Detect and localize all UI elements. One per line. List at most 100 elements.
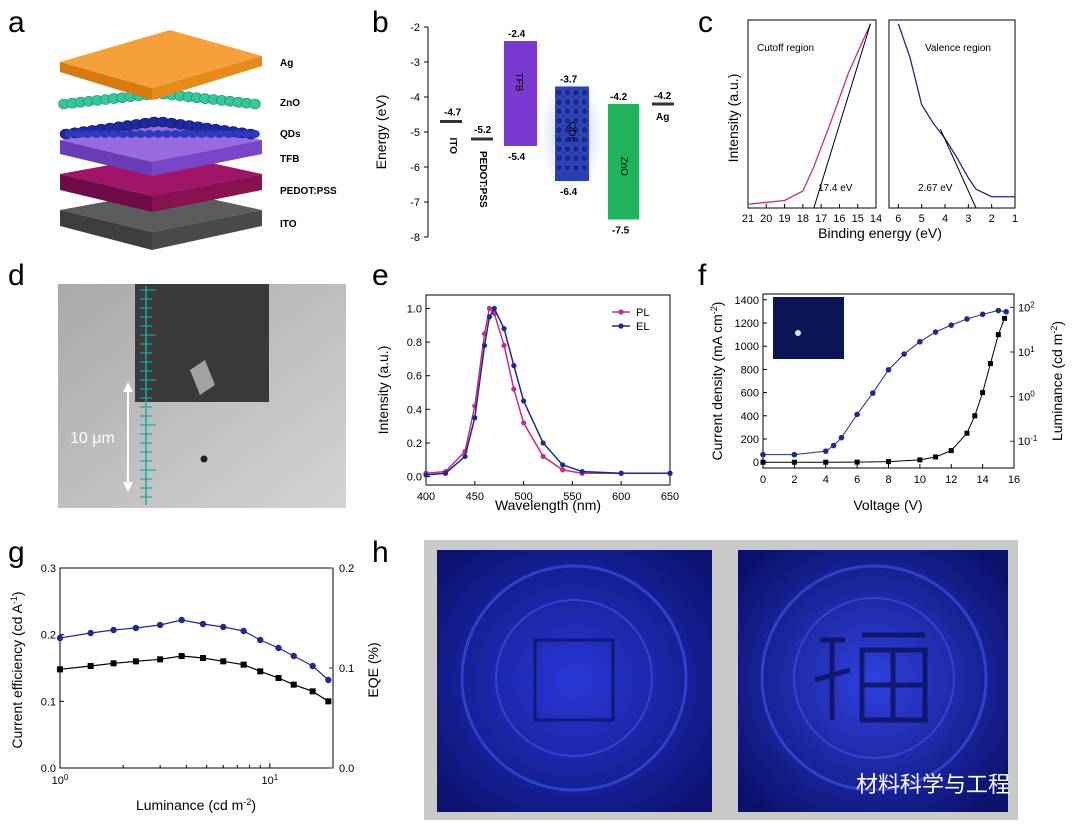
panel-f-ytick-right-label: 100 — [1018, 389, 1035, 404]
qd-dot — [563, 107, 572, 116]
panel-c-xtick-label: 1 — [1012, 213, 1018, 225]
eqe-point — [290, 652, 297, 660]
microscope-image: 10 μm — [58, 284, 346, 508]
cutoff-fit-line — [813, 23, 871, 209]
panel-g-ytick-right-label: 0.0 — [339, 763, 354, 775]
qd-sphere — [82, 130, 93, 138]
panel-c-xtick-label: 19 — [778, 213, 790, 225]
panel-letter-e: e — [372, 259, 389, 292]
panel-f-ytick-left-label: 400 — [741, 411, 759, 423]
panel-e-xtick-label: 500 — [514, 491, 532, 503]
panel-c-xtick-label: 3 — [965, 213, 971, 225]
cutoff-value-label: 17.4 eV — [818, 183, 853, 194]
valence-region-title: Valence region — [925, 43, 991, 54]
layer-label-ag: Ag — [280, 58, 293, 69]
cutoff-curve — [747, 23, 872, 205]
qd-sphere — [223, 130, 234, 138]
qds-label: QDs — [566, 122, 577, 142]
panel-g-xtick-label: 100 — [52, 773, 69, 788]
qd-sphere — [197, 130, 207, 138]
panel-c-ylabel: Intensity (a.u.) — [725, 74, 741, 163]
el-point — [511, 363, 517, 369]
qd-sphere — [161, 130, 172, 138]
current-density-point — [1002, 315, 1008, 321]
photo-seal-left — [437, 550, 712, 812]
panel-f-ytick-left-label: 800 — [741, 364, 759, 376]
eqe-point — [240, 627, 247, 635]
panel-f-ytick-left-label: 200 — [741, 434, 759, 446]
layer-label-qds: QDs — [280, 129, 301, 140]
current-efficiency-point — [199, 655, 206, 661]
current-density-point — [980, 390, 986, 396]
qd-dot — [580, 116, 589, 125]
pl-point — [521, 420, 527, 426]
efficiency-plot: Luminance (cd m-2) Current efficiency (c… — [9, 563, 381, 813]
panel-letter-g: g — [8, 536, 25, 569]
qd-sphere — [100, 130, 111, 138]
panel-f-ytick-right-label: 102 — [1018, 300, 1035, 315]
qd-dot — [580, 144, 589, 153]
el-point — [618, 470, 624, 476]
eqe-point — [56, 634, 64, 642]
ups-spectra: Cutoff region Valence region Intensity (… — [725, 19, 1018, 241]
qd-dot — [563, 126, 572, 135]
current-density-point — [995, 332, 1001, 338]
panel-c-xtick-label: 2 — [989, 213, 995, 225]
current-efficiency-point — [132, 658, 139, 665]
panel-f-xtick-label: 4 — [823, 474, 829, 486]
qd-sphere — [117, 130, 128, 138]
ag-layer — [60, 30, 262, 88]
panel-f-xlabel: Voltage (V) — [853, 497, 922, 513]
pedot-label: PEDOT:PSS — [477, 151, 488, 208]
luminance-point — [854, 411, 860, 418]
panel-f-xtick-label: 16 — [1008, 474, 1020, 486]
panel-g-xtick-label: 101 — [261, 773, 278, 788]
current-efficiency-point — [110, 660, 117, 667]
panel-c-xtick-label: 20 — [760, 213, 772, 225]
zno-bottom-value: -7.5 — [612, 226, 630, 237]
layer-label-ito: ITO — [280, 219, 297, 230]
current-efficiency-point — [57, 666, 63, 673]
el-point — [486, 314, 493, 320]
luminance-point — [917, 338, 923, 345]
luminance-point — [1003, 308, 1009, 315]
luminance-point — [791, 451, 798, 458]
current-density-point — [823, 459, 829, 465]
zno-label: ZnO — [618, 157, 629, 177]
qd-sphere — [153, 130, 163, 138]
current-density-point — [987, 361, 993, 367]
eqe-line — [59, 619, 329, 681]
panel-g-ytick-right-label: 0.2 — [339, 563, 354, 575]
el-point — [521, 398, 527, 404]
eqe-point — [178, 616, 185, 624]
valence-value-label: 2.67 eV — [918, 183, 953, 194]
pl-point — [511, 386, 517, 392]
watermark-text: 材料科学与工程 — [856, 773, 1010, 798]
qd-dot — [572, 88, 580, 97]
legend-label-el: EL — [636, 321, 649, 333]
layer-label-tfb: TFB — [280, 154, 299, 165]
panel-e-ytick-label: 1.0 — [407, 303, 422, 315]
current-density-point — [948, 448, 954, 454]
el-point — [442, 470, 449, 476]
cutoff-region-title: Cutoff region — [757, 43, 814, 54]
panel-letter-c: c — [698, 6, 713, 39]
panel-f-ytick-left-label: 1200 — [735, 318, 759, 330]
qd-dot — [563, 88, 572, 97]
qd-dot — [580, 88, 589, 97]
luminance-point — [838, 434, 845, 441]
panel-b-ytick-label: -6 — [410, 162, 420, 174]
panel-g-ytick-left-label: 0.0 — [41, 763, 56, 775]
qd-dot — [555, 116, 563, 125]
photo-seal-right — [738, 550, 1008, 812]
scale-bar-label: 10 μm — [70, 430, 115, 447]
qd-dot — [572, 154, 580, 163]
el-point — [560, 462, 566, 468]
panel-f-ytick-left-label: 1000 — [735, 341, 759, 353]
current-density-point — [972, 413, 978, 419]
ito-level-value: -4.7 — [444, 108, 462, 119]
current-efficiency-point — [220, 658, 227, 665]
current-efficiency-point — [309, 688, 316, 695]
panel-e-xtick-label: 450 — [466, 491, 484, 503]
panel-g-ylabel-right: EQE (%) — [365, 642, 381, 697]
